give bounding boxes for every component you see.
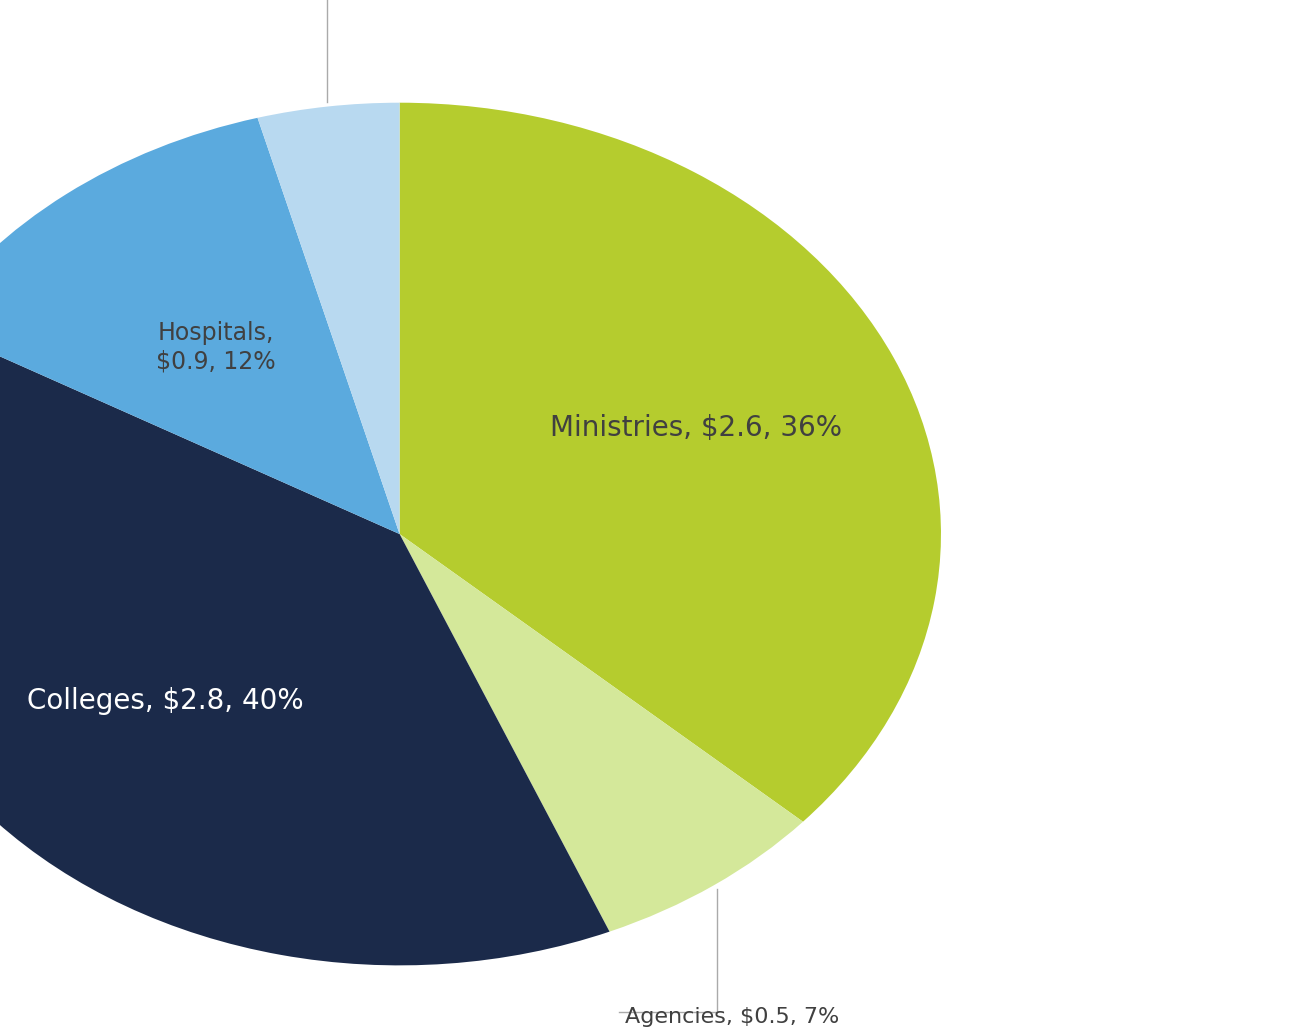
Wedge shape bbox=[400, 103, 941, 822]
Text: Ministries, $2.6, 36%: Ministries, $2.6, 36% bbox=[550, 415, 842, 443]
Wedge shape bbox=[258, 103, 400, 534]
Text: Colleges, $2.8, 40%: Colleges, $2.8, 40% bbox=[27, 687, 304, 715]
Text: Agencies, $0.5, 7%: Agencies, $0.5, 7% bbox=[625, 1006, 839, 1027]
Text: Hospitals,
$0.9, 12%: Hospitals, $0.9, 12% bbox=[156, 321, 276, 373]
Wedge shape bbox=[0, 324, 610, 965]
Wedge shape bbox=[0, 118, 400, 534]
Wedge shape bbox=[400, 534, 803, 931]
